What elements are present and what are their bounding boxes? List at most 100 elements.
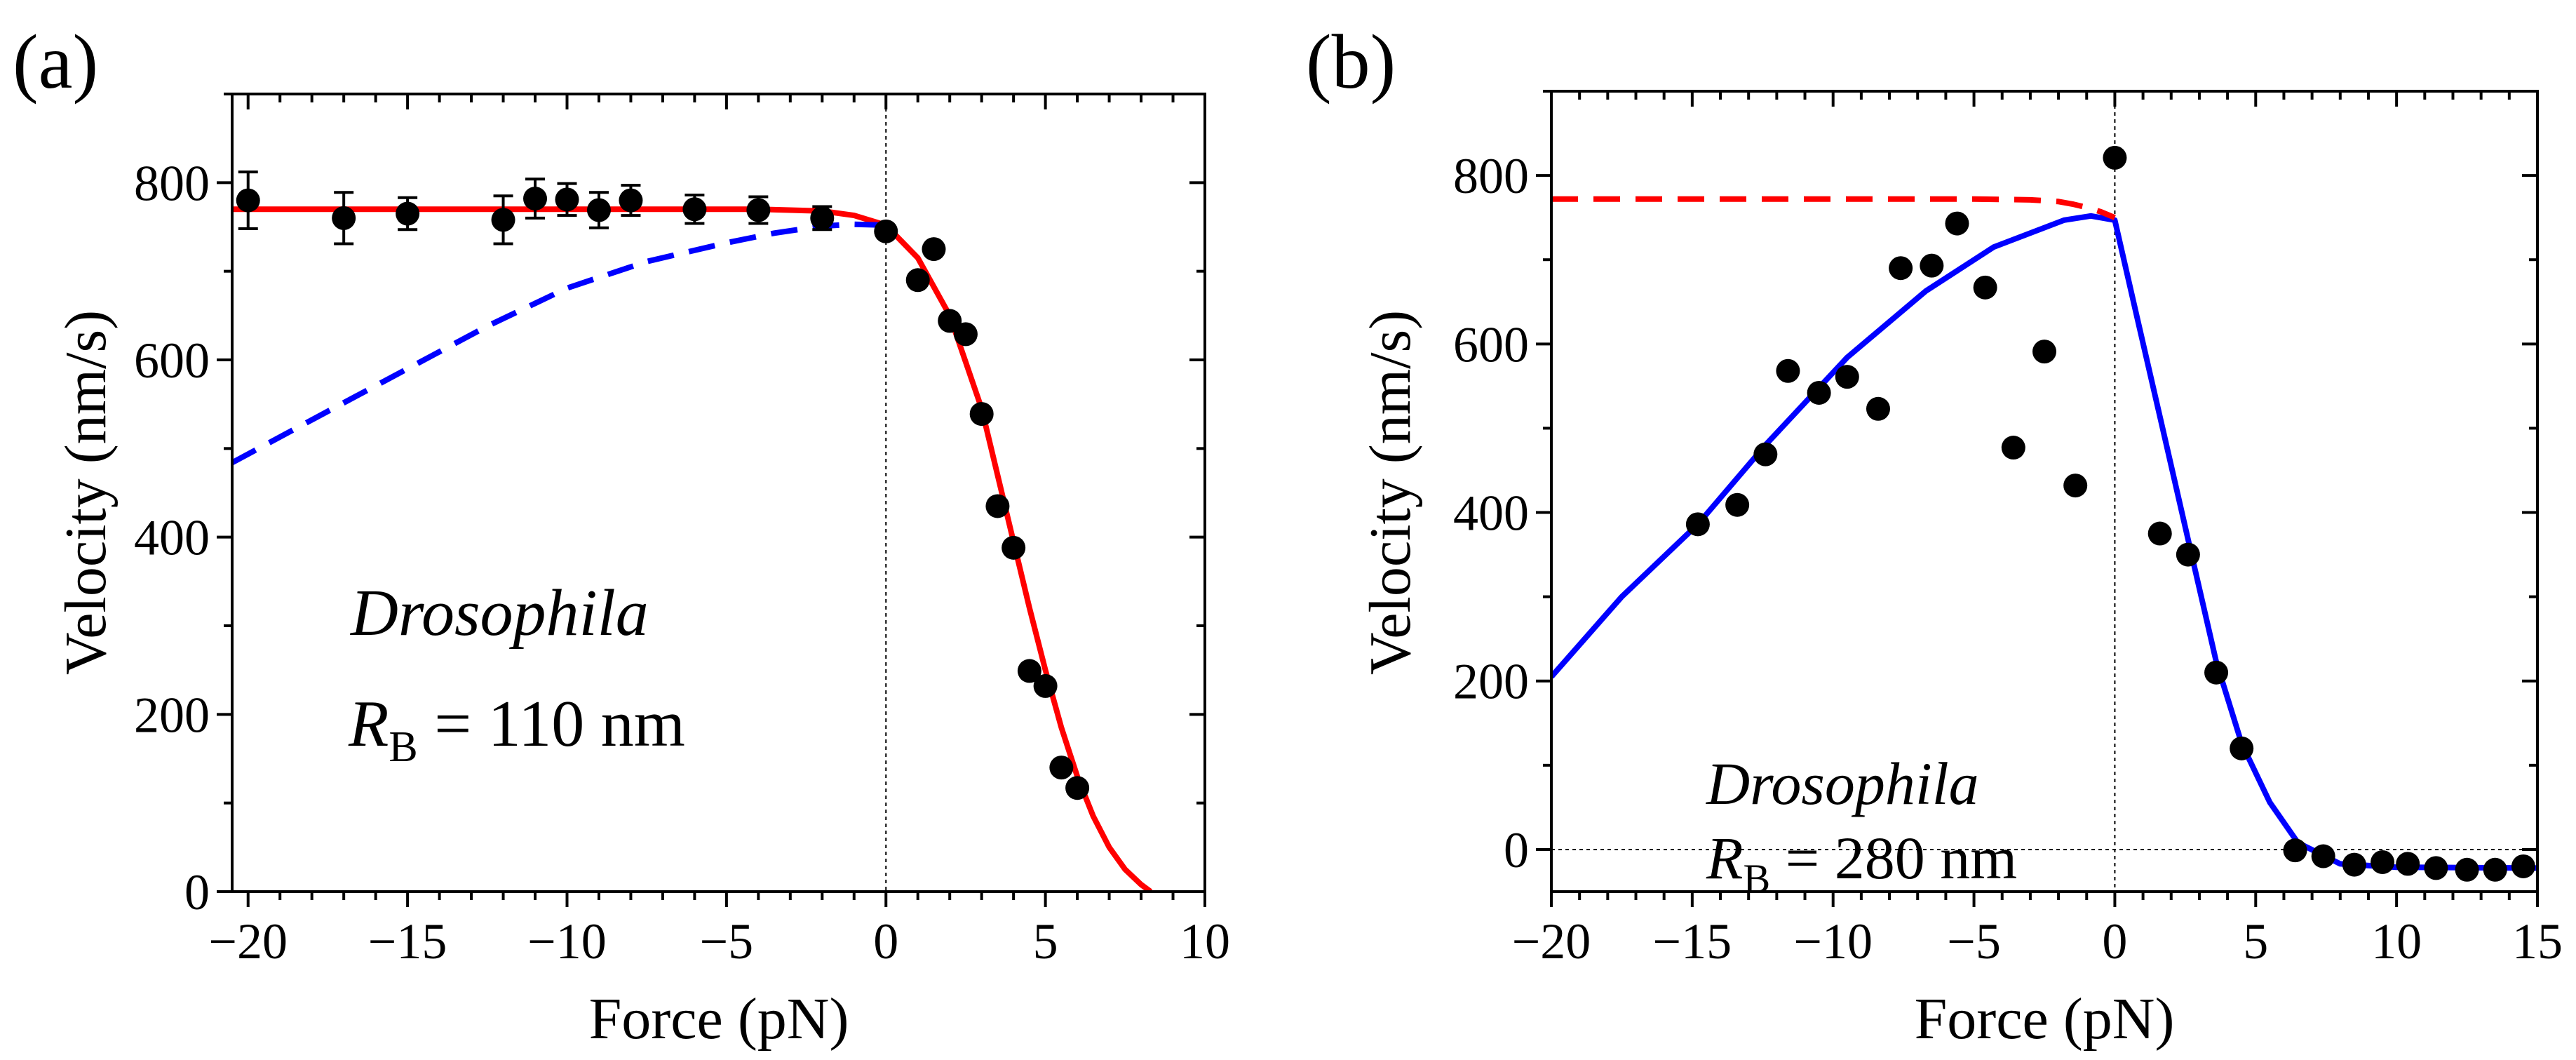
plot-frame <box>231 93 1206 893</box>
data-point <box>2176 542 2200 567</box>
y-tick-label: 400 <box>1453 485 1529 542</box>
data-point <box>2032 340 2056 364</box>
data-point <box>682 197 707 222</box>
x-tick-label: 15 <box>2512 913 2563 970</box>
y-tick-label: 0 <box>184 864 210 920</box>
data-point <box>905 268 930 293</box>
data-point <box>2511 854 2535 878</box>
rb-value: = 280 nm <box>1770 824 2017 892</box>
data-point <box>746 198 771 222</box>
panel-a: (a) Velocity (nm/s) Force (pN) Drosophil… <box>13 19 1230 1052</box>
data-point <box>2396 852 2420 876</box>
x-tick-label: −10 <box>1793 913 1873 970</box>
data-point <box>1685 512 1710 537</box>
data-point <box>1973 275 1997 300</box>
data-point <box>938 309 962 333</box>
data-point <box>2342 852 2366 877</box>
data-point <box>586 198 611 222</box>
data-point <box>2063 474 2088 498</box>
data-point <box>1033 673 1058 698</box>
data-point <box>396 201 420 226</box>
data-point <box>874 219 898 243</box>
y-tick-label: 0 <box>1504 822 1529 878</box>
data-point <box>2483 857 2507 882</box>
data-point <box>2311 844 2335 868</box>
data-point <box>922 237 946 262</box>
y-tick-label: 600 <box>134 333 210 389</box>
data-point <box>2424 856 2448 880</box>
curve-fit-solid <box>1551 213 2537 871</box>
data-point <box>2103 145 2127 170</box>
x-axis-label-a: Force (pN) <box>589 986 849 1052</box>
data-point <box>555 187 579 212</box>
x-axis-label-b: Force (pN) <box>1915 986 2175 1052</box>
x-tick-label: 0 <box>2102 913 2127 970</box>
data-point <box>1835 365 1859 389</box>
x-tick-label: −5 <box>1947 913 2001 970</box>
x-tick-label: −15 <box>1653 913 1732 970</box>
data-point <box>985 494 1010 518</box>
data-point <box>1807 380 1831 405</box>
data-point <box>236 188 260 213</box>
data-point <box>1002 535 1026 560</box>
data-point <box>1776 358 1800 383</box>
y-tick-label: 400 <box>134 510 210 566</box>
x-tick-label: −20 <box>1512 913 1591 970</box>
annotation-species-a: Drosophila <box>349 577 649 650</box>
data-point <box>2371 850 2395 874</box>
x-tick-label: −5 <box>700 913 754 970</box>
y-tick-label: 800 <box>1453 148 1529 204</box>
x-tick-label: 10 <box>1180 913 1230 970</box>
y-axis-label-a: Velocity (nm/s) <box>53 310 119 675</box>
data-point <box>1920 253 1944 278</box>
data-point <box>953 322 978 347</box>
data-point <box>2455 857 2479 882</box>
rb-symbol: R <box>1706 824 1744 892</box>
y-tick-label: 200 <box>134 687 210 743</box>
panel-label-b: (b) <box>1306 19 1396 105</box>
annotation-rb-a: RB = 110 nm <box>348 687 685 771</box>
data-point <box>810 206 835 230</box>
data-point <box>1017 659 1041 683</box>
data-point <box>2204 660 2229 685</box>
annotation-rb-b: RB = 280 nm <box>1706 824 2017 901</box>
plot-area <box>1551 196 2537 871</box>
x-tick-label: −20 <box>208 913 288 970</box>
panel-label-a: (a) <box>13 19 98 105</box>
data-point <box>1889 256 1913 281</box>
x-tick-label: 5 <box>1033 913 1058 970</box>
data-point <box>491 208 515 232</box>
x-tick-label: 5 <box>2243 913 2268 970</box>
y-tick-label: 600 <box>1453 316 1529 373</box>
data-point <box>1945 211 1969 236</box>
x-tick-label: 10 <box>2371 913 2422 970</box>
y-tick-label: 800 <box>134 155 210 211</box>
rb-symbol: R <box>348 687 389 760</box>
data-point <box>2283 838 2307 863</box>
curve-fit-dashed <box>232 221 886 466</box>
data-point <box>1725 492 1750 517</box>
data-point <box>523 187 548 211</box>
data-point <box>969 402 994 427</box>
data-point <box>1065 776 1090 800</box>
data-point <box>1049 756 1074 780</box>
data-point <box>2001 436 2025 460</box>
data-point <box>332 206 356 230</box>
x-tick-label: 0 <box>873 913 898 970</box>
annotation-species-b: Drosophila <box>1706 750 1979 817</box>
data-point <box>1866 396 1890 421</box>
data-point <box>2230 736 2254 760</box>
y-tick-label: 200 <box>1453 654 1529 710</box>
data-point <box>2147 521 2172 546</box>
curve-fit-dashed <box>1551 196 2116 220</box>
rb-subscript: B <box>389 723 417 771</box>
data-point <box>1753 442 1778 467</box>
data-point <box>619 188 643 213</box>
x-tick-label: −15 <box>368 913 447 970</box>
rb-value: = 110 nm <box>418 687 685 760</box>
x-tick-label: −10 <box>527 913 607 970</box>
plot-frame <box>1550 90 2539 893</box>
panel-b: (b) Velocity (nm/s) Force (pN) Drosophil… <box>1306 19 2563 1052</box>
y-axis-label-b: Velocity (nm/s) <box>1358 310 1423 675</box>
